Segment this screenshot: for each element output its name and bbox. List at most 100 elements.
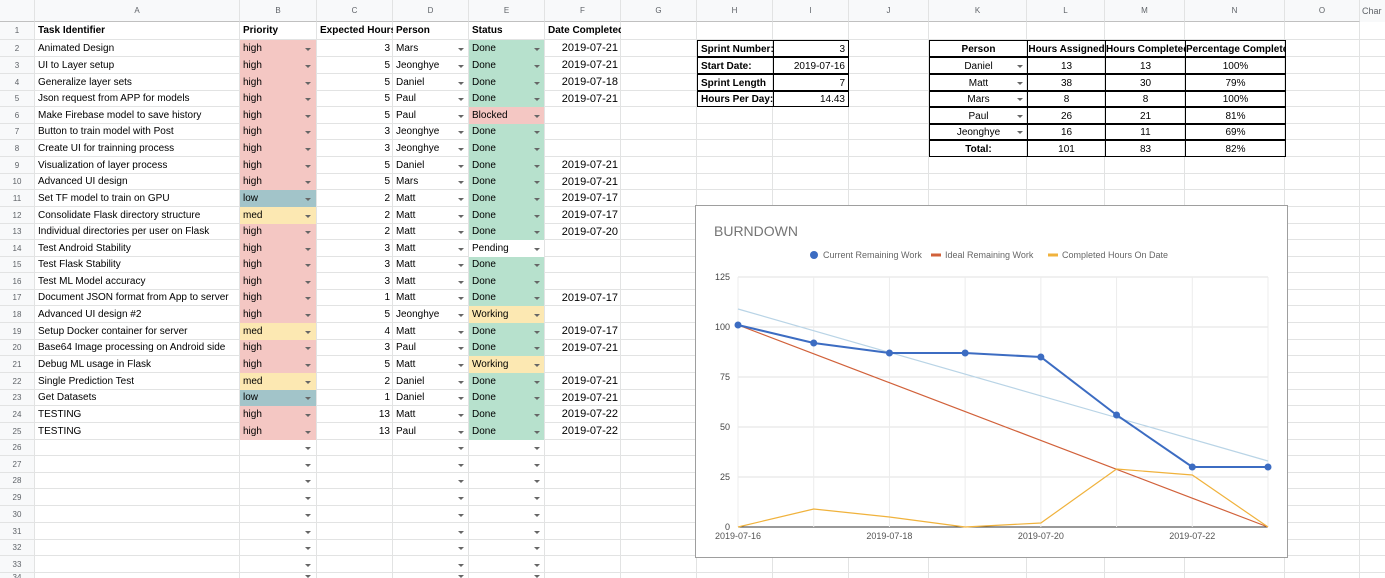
row-header-12[interactable]: 12 [0,207,35,224]
priority-cell[interactable]: high [240,57,316,74]
status-cell[interactable]: Done [469,423,544,440]
person-cell[interactable]: Mars [396,176,419,187]
dropdown-arrow-icon[interactable] [305,231,311,234]
dropdown-arrow-icon[interactable] [458,563,464,567]
column-header-e[interactable]: E [469,0,545,22]
priority-cell[interactable]: high [240,91,316,107]
priority-cell[interactable]: high [240,306,316,323]
person-cell[interactable]: Paul [396,342,417,353]
dropdown-arrow-icon[interactable] [534,114,540,118]
dropdown-arrow-icon[interactable] [534,397,540,400]
dropdown-arrow-icon[interactable] [305,463,311,467]
dropdown-arrow-icon[interactable] [534,430,540,434]
dropdown-arrow-icon[interactable] [534,480,540,483]
row-header-13[interactable]: 13 [0,224,35,240]
row-header-26[interactable]: 26 [0,440,35,456]
status-cell[interactable]: Working [469,356,544,373]
priority-cell[interactable]: med [240,207,316,224]
burndown-chart[interactable]: BURNDOWN 0 25 50 75 100 125 2019-07-16 2019-07-… [695,205,1288,558]
dropdown-arrow-icon[interactable] [305,81,311,85]
person-cell[interactable]: Daniel [396,160,425,171]
priority-cell[interactable]: high [240,40,316,57]
dropdown-arrow-icon[interactable] [458,247,464,251]
row-header-17[interactable]: 17 [0,290,35,306]
row-header-24[interactable]: 24 [0,406,35,423]
dropdown-arrow-icon[interactable] [305,214,311,218]
dropdown-arrow-icon[interactable] [305,247,311,251]
column-header-l[interactable]: L [1027,0,1105,22]
row-header-33[interactable]: 33 [0,556,35,573]
row-header-34[interactable]: 34 [0,573,35,578]
dropdown-arrow-icon[interactable] [534,547,540,550]
status-cell[interactable]: Pending [469,240,544,257]
dropdown-arrow-icon[interactable] [458,330,464,334]
priority-cell[interactable]: high [240,174,316,190]
dropdown-arrow-icon[interactable] [534,247,540,251]
dropdown-arrow-icon[interactable] [458,313,464,317]
dropdown-arrow-icon[interactable] [305,363,311,367]
people-name-cell[interactable]: Jeonghye [929,124,1028,140]
row-header-2[interactable]: 2 [0,40,35,57]
row-header-10[interactable]: 10 [0,174,35,190]
status-cell[interactable]: Done [469,140,544,157]
dropdown-arrow-icon[interactable] [305,313,311,317]
row-header-20[interactable]: 20 [0,340,35,356]
dropdown-arrow-icon[interactable] [305,264,311,267]
dropdown-arrow-icon[interactable] [458,347,464,350]
column-header-b[interactable]: B [240,0,317,22]
dropdown-arrow-icon[interactable] [534,563,540,567]
dropdown-arrow-icon[interactable] [305,496,311,500]
dropdown-arrow-icon[interactable] [305,114,311,118]
dropdown-arrow-icon[interactable] [534,231,540,234]
person-cell[interactable]: Daniel [396,376,425,387]
priority-cell[interactable]: high [240,157,316,174]
priority-cell[interactable]: high [240,107,316,124]
dropdown-arrow-icon[interactable] [458,197,464,201]
priority-cell[interactable]: high [240,290,316,306]
row-header-29[interactable]: 29 [0,489,35,506]
dropdown-arrow-icon[interactable] [534,280,540,284]
status-cell[interactable]: Done [469,40,544,57]
person-cell[interactable]: Matt [396,193,416,204]
dropdown-arrow-icon[interactable] [458,147,464,151]
column-header-k[interactable]: K [929,0,1027,22]
person-cell[interactable]: Paul [396,110,417,121]
dropdown-arrow-icon[interactable] [1017,98,1023,101]
priority-cell[interactable]: low [240,390,316,406]
dropdown-arrow-icon[interactable] [1017,131,1023,134]
row-header-5[interactable]: 5 [0,91,35,107]
person-cell[interactable]: Daniel [396,392,425,403]
dropdown-arrow-icon[interactable] [305,297,311,300]
people-name-cell[interactable]: Paul [929,107,1028,124]
status-cell[interactable]: Done [469,190,544,207]
dropdown-arrow-icon[interactable] [458,397,464,400]
dropdown-arrow-icon[interactable] [534,496,540,500]
row-header-15[interactable]: 15 [0,257,35,273]
dropdown-arrow-icon[interactable] [458,280,464,284]
priority-cell[interactable]: high [240,340,316,356]
dropdown-arrow-icon[interactable] [458,164,464,168]
status-cell[interactable]: Done [469,74,544,91]
status-cell[interactable]: Done [469,390,544,406]
priority-cell[interactable]: high [240,124,316,140]
person-cell[interactable]: Paul [396,426,417,437]
status-cell[interactable]: Done [469,373,544,390]
status-cell[interactable]: Done [469,91,544,107]
person-cell[interactable]: Matt [396,326,416,337]
row-header-27[interactable]: 27 [0,456,35,473]
dropdown-arrow-icon[interactable] [534,81,540,85]
column-header-i[interactable]: I [773,0,849,22]
dropdown-arrow-icon[interactable] [534,313,540,317]
dropdown-arrow-icon[interactable] [458,547,464,550]
dropdown-arrow-icon[interactable] [1017,114,1023,118]
dropdown-arrow-icon[interactable] [534,463,540,467]
priority-cell[interactable]: med [240,373,316,390]
row-header-21[interactable]: 21 [0,356,35,373]
dropdown-arrow-icon[interactable] [458,297,464,300]
dropdown-arrow-icon[interactable] [458,496,464,500]
priority-cell[interactable]: high [240,74,316,91]
dropdown-arrow-icon[interactable] [534,47,540,51]
people-name-cell[interactable]: Matt [929,74,1028,91]
column-header-f[interactable]: F [545,0,621,22]
